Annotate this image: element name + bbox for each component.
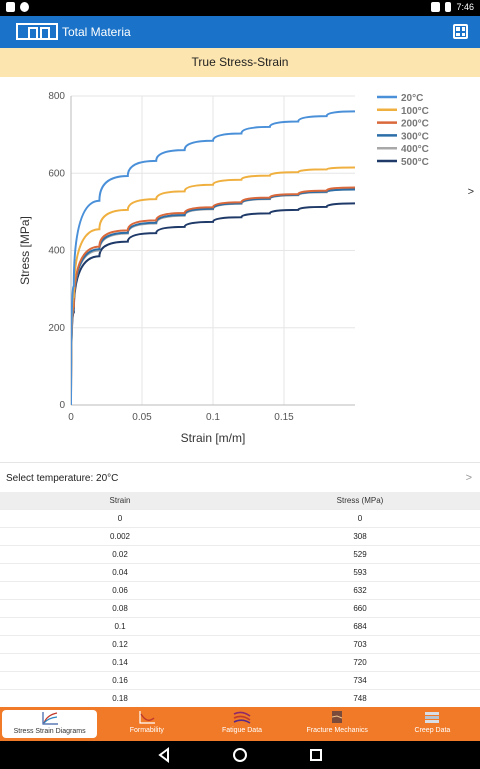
table-header: Strain Stress (MPa)	[0, 492, 480, 510]
cell-strain: 0.08	[112, 604, 128, 613]
table-row: 0.02 529	[0, 546, 480, 564]
y-tick-label: 800	[48, 91, 65, 102]
table-row: 0.16 734	[0, 672, 480, 690]
legend-label: 300°C	[401, 131, 429, 142]
system-nav-svg	[158, 747, 322, 763]
app-title: Total Materia	[62, 25, 131, 39]
bottom-nav: Stress Strain Diagrams Formability Fatig…	[0, 707, 480, 741]
chevron-right-icon: >	[465, 472, 472, 484]
x-tick-label: 0.15	[274, 412, 294, 423]
table-row: 0.1 684	[0, 618, 480, 636]
table-row: 0.002 308	[0, 528, 480, 546]
cell-stress: 0	[357, 514, 363, 523]
cell-stress: 748	[353, 694, 367, 703]
grid-menu-icon[interactable]	[453, 24, 468, 39]
cell-strain: 0.12	[112, 640, 128, 649]
total-materia-logo	[16, 23, 58, 40]
table-row: 0.04 593	[0, 564, 480, 582]
cell-stress: 703	[353, 640, 367, 649]
app-bar: Total Materia	[0, 16, 480, 48]
cell-strain: 0.14	[112, 658, 128, 667]
y-tick-label: 400	[48, 246, 65, 257]
cell-stress: 593	[353, 568, 367, 577]
signal-icon	[431, 2, 441, 12]
y-tick-label: 0	[59, 400, 65, 411]
column-header-stress: Stress (MPa)	[336, 496, 384, 505]
nav-label: Creep Data	[414, 727, 451, 734]
nav-label: Fatigue Data	[221, 727, 263, 734]
notification-icon	[6, 2, 15, 12]
x-tick-label: 0.05	[132, 412, 152, 423]
legend-label: 500°C	[401, 157, 429, 168]
fatigue-icon	[233, 711, 251, 724]
x-axis-label: Strain [m/m]	[181, 431, 246, 445]
battery-icon	[445, 2, 452, 12]
cell-strain: 0	[117, 514, 123, 523]
notification-icon	[20, 2, 29, 12]
nav-label: Formability	[129, 727, 164, 734]
table-row: 0.06 632	[0, 582, 480, 600]
cell-strain: 0.002	[109, 532, 131, 541]
fracture-icon	[332, 711, 343, 723]
stress-strain-chart[interactable]: 0 200 400 600 800 0 0.05 0.1 0.15 Strain [m/m] Str…	[0, 77, 480, 461]
nav-label: Stress Strain Diagrams	[13, 728, 86, 735]
table-row: 0.08 660	[0, 600, 480, 618]
stress-strain-chart-icon	[41, 712, 58, 725]
status-time: 7:46	[456, 2, 474, 12]
y-tick-label: 600	[48, 168, 65, 179]
chart-svg: 0 200 400 600 800 0 0.05 0.1 0.15 Strain [m/m] Str…	[18, 91, 429, 445]
x-tick-label: 0	[68, 412, 74, 423]
nav-fatigue-data[interactable]: Fatigue Data	[194, 707, 289, 741]
cell-strain: 0.16	[112, 676, 128, 685]
back-icon[interactable]	[158, 747, 169, 763]
series-line-20c	[71, 110, 355, 406]
y-tick-label: 200	[48, 323, 65, 334]
nav-formability[interactable]: Formability	[99, 707, 194, 741]
creep-icon	[425, 712, 440, 723]
temperature-label: Select temperature: 20°C	[6, 473, 119, 484]
table-row: 0.14 720	[0, 654, 480, 672]
chart-next-button[interactable]: >	[467, 186, 474, 198]
nav-fracture-mechanics[interactable]: Fracture Mechanics	[290, 707, 385, 741]
cell-strain: 0.18	[112, 694, 128, 703]
cell-strain: 0.1	[114, 622, 126, 631]
legend-label: 400°C	[401, 144, 429, 155]
status-bar: 7:46	[0, 0, 480, 16]
x-tick-label: 0.1	[206, 412, 220, 423]
y-axis-label: Stress [MPa]	[18, 216, 32, 285]
nav-label: Fracture Mechanics	[306, 727, 368, 734]
cell-stress: 308	[353, 532, 367, 541]
cell-strain: 0.02	[112, 550, 128, 559]
series-line-500c	[71, 202, 355, 406]
recents-icon[interactable]	[310, 749, 322, 761]
cell-stress: 632	[353, 586, 367, 595]
nav-creep-data[interactable]: Creep Data	[385, 707, 480, 741]
formability-icon	[139, 711, 155, 724]
cell-strain: 0.06	[112, 586, 128, 595]
cell-stress: 734	[353, 676, 367, 685]
system-nav-bar	[0, 741, 480, 769]
series-line-200c	[71, 186, 355, 406]
temperature-selector[interactable]: Select temperature: 20°C >	[0, 462, 480, 492]
table-row: 0.18 748	[0, 690, 480, 708]
page-title: True Stress-Strain	[0, 48, 480, 77]
legend-label: 20°C	[401, 93, 423, 104]
cell-stress: 660	[353, 604, 367, 613]
cell-stress: 529	[353, 550, 367, 559]
legend-label: 100°C	[401, 106, 429, 117]
cell-strain: 0.04	[112, 568, 128, 577]
table-row: 0.12 703	[0, 636, 480, 654]
home-icon[interactable]	[233, 748, 247, 762]
cell-stress: 720	[353, 658, 367, 667]
column-header-strain: Strain	[109, 496, 131, 505]
nav-stress-strain-diagrams[interactable]: Stress Strain Diagrams	[2, 710, 98, 738]
legend-label: 200°C	[401, 119, 429, 130]
series-line-100c	[71, 166, 355, 406]
cell-stress: 684	[353, 622, 367, 631]
